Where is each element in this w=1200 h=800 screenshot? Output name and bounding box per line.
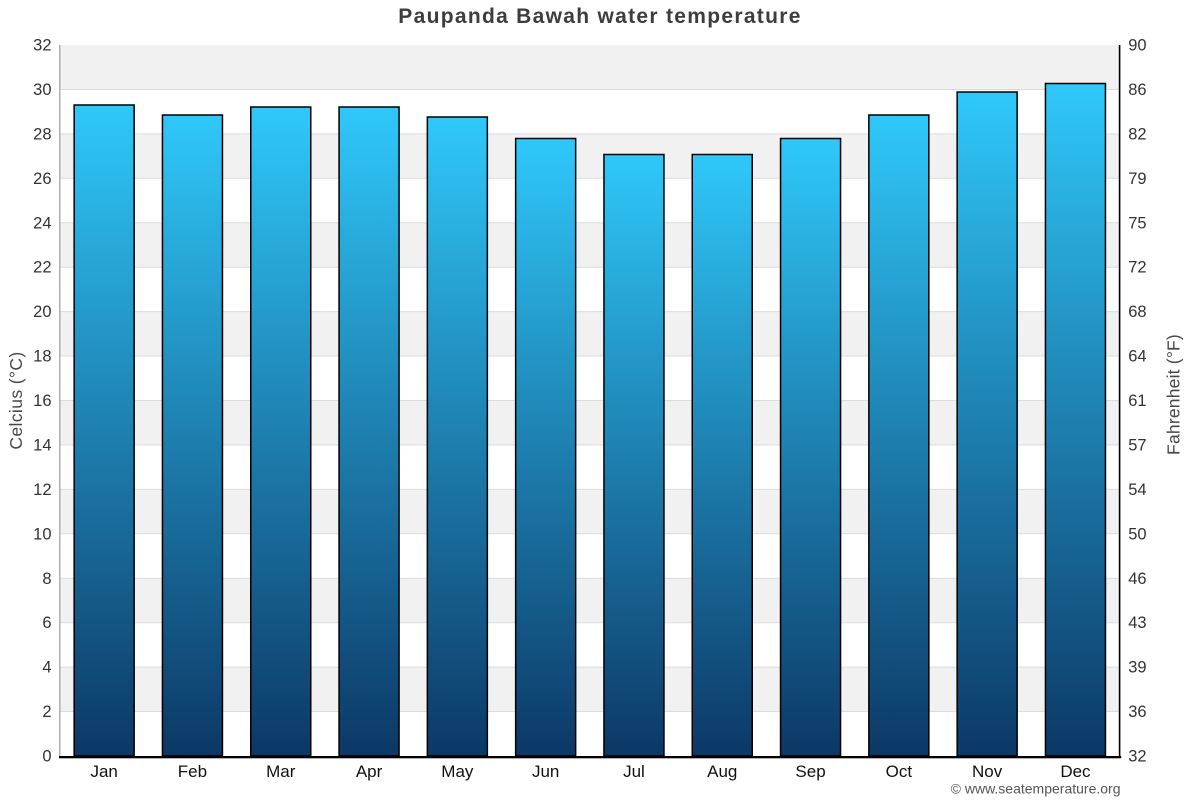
svg-text:57: 57 bbox=[1128, 436, 1146, 454]
svg-text:Mar: Mar bbox=[266, 762, 296, 781]
svg-text:26: 26 bbox=[33, 170, 51, 188]
svg-text:39: 39 bbox=[1128, 659, 1146, 677]
svg-text:Apr: Apr bbox=[356, 762, 383, 781]
svg-text:0: 0 bbox=[42, 748, 51, 766]
svg-text:50: 50 bbox=[1128, 525, 1146, 543]
svg-text:20: 20 bbox=[33, 303, 51, 321]
svg-text:14: 14 bbox=[33, 436, 51, 454]
svg-text:10: 10 bbox=[33, 525, 51, 543]
svg-text:May: May bbox=[441, 762, 474, 781]
svg-text:Jul: Jul bbox=[623, 762, 645, 781]
svg-text:12: 12 bbox=[33, 481, 51, 499]
svg-text:61: 61 bbox=[1128, 392, 1146, 410]
svg-text:64: 64 bbox=[1128, 348, 1146, 366]
svg-text:Jun: Jun bbox=[532, 762, 559, 781]
svg-text:32: 32 bbox=[33, 37, 51, 55]
svg-text:8: 8 bbox=[42, 570, 51, 588]
svg-text:24: 24 bbox=[33, 214, 51, 232]
svg-text:Celcius (°C): Celcius (°C) bbox=[6, 351, 26, 449]
svg-text:72: 72 bbox=[1128, 259, 1146, 277]
svg-text:86: 86 bbox=[1128, 81, 1146, 99]
svg-text:43: 43 bbox=[1128, 614, 1146, 632]
svg-text:32: 32 bbox=[1128, 748, 1146, 766]
svg-text:46: 46 bbox=[1128, 570, 1146, 588]
svg-text:79: 79 bbox=[1128, 170, 1146, 188]
svg-text:Paupanda Bawah water temperatu: Paupanda Bawah water temperature bbox=[398, 5, 801, 28]
svg-text:Aug: Aug bbox=[707, 762, 737, 781]
svg-text:Feb: Feb bbox=[178, 762, 207, 781]
svg-text:Nov: Nov bbox=[972, 762, 1003, 781]
svg-text:18: 18 bbox=[33, 348, 51, 366]
svg-text:4: 4 bbox=[42, 659, 51, 677]
svg-text:68: 68 bbox=[1128, 303, 1146, 321]
svg-text:30: 30 bbox=[33, 81, 51, 99]
svg-text:54: 54 bbox=[1128, 481, 1146, 499]
svg-text:6: 6 bbox=[42, 614, 51, 632]
svg-text:Jan: Jan bbox=[90, 762, 117, 781]
svg-text:22: 22 bbox=[33, 259, 51, 277]
svg-text:Fahrenheit (°F): Fahrenheit (°F) bbox=[1164, 334, 1184, 455]
svg-text:90: 90 bbox=[1128, 37, 1146, 55]
svg-text:75: 75 bbox=[1128, 214, 1146, 232]
svg-text:© www.seatemperature.org: © www.seatemperature.org bbox=[951, 781, 1121, 797]
svg-text:Sep: Sep bbox=[795, 762, 825, 781]
svg-text:16: 16 bbox=[33, 392, 51, 410]
svg-text:2: 2 bbox=[42, 703, 51, 721]
svg-text:82: 82 bbox=[1128, 125, 1146, 143]
svg-text:Dec: Dec bbox=[1060, 762, 1091, 781]
svg-text:Oct: Oct bbox=[886, 762, 913, 781]
svg-text:28: 28 bbox=[33, 125, 51, 143]
svg-text:36: 36 bbox=[1128, 703, 1146, 721]
